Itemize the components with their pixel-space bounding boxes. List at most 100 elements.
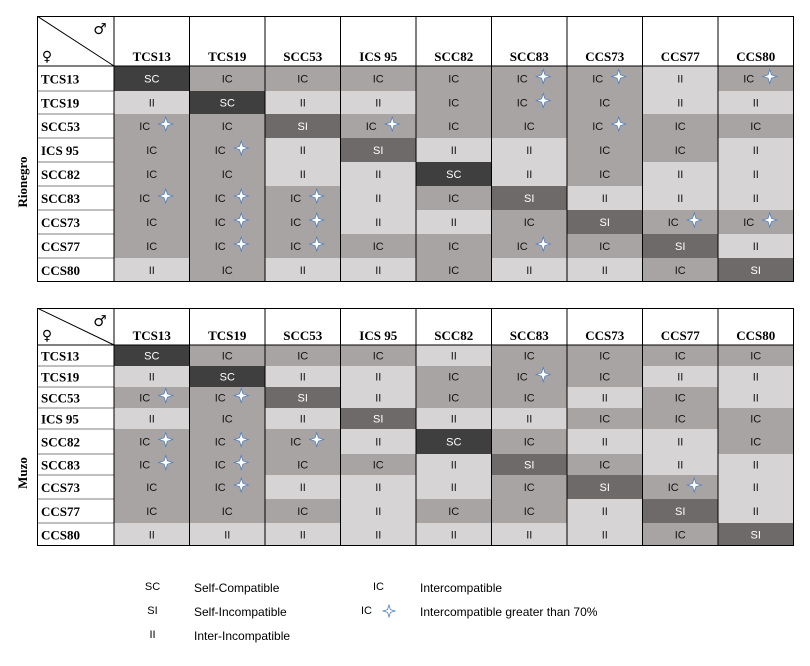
cell-value: IC [448,74,459,86]
cell-value: IC [675,530,686,542]
matrix-cell [718,66,794,91]
matrix-cell [416,138,492,162]
legend-code-ic-star: IC [361,605,372,617]
cell-value: IC [524,351,535,363]
matrix-cell [189,258,265,282]
matrix-cell [340,162,416,186]
matrix-cell [491,366,567,387]
cell-value: IC [297,74,308,86]
cell-value: II [753,145,759,157]
matrix-cell [416,234,492,258]
matrix-cell [189,408,265,429]
star-icon [534,68,552,85]
matrix-cell [340,408,416,429]
star-icon [308,187,326,205]
star-icon [232,211,250,229]
row-label-cell [37,387,114,408]
column-label: TCS19 [208,328,247,343]
matrix-cell [416,114,492,138]
matrix-cell [567,366,643,387]
cell-value: II [375,217,381,229]
cell-value: SI [373,145,383,157]
matrix-cell [416,523,492,546]
cell-value: IC [592,121,603,133]
matrix-cell [491,475,567,499]
matrix-cell [340,454,416,475]
matrix-cell [642,408,718,429]
row-label: ICS 95 [41,412,79,427]
cell-value: IC [222,414,233,426]
matrix-cell [114,345,190,366]
matrix-cell [416,499,492,523]
cell-value: IC [146,169,157,181]
matrix-cell [491,387,567,408]
matrix-cell [567,114,643,138]
cell-value: IC [750,351,761,363]
cell-value: IC [524,482,535,494]
cell-value: II [149,372,155,384]
matrix-cell [642,366,718,387]
matrix-cell [189,387,265,408]
column-label: CCS80 [736,328,775,343]
corner-diagonal [37,308,115,346]
cell-value: II [753,506,759,518]
matrix-cell [265,408,341,429]
matrix-cell [416,66,492,91]
matrix-cell [416,186,492,210]
cell-value: IC [139,437,150,449]
cell-value: IC [517,372,528,384]
matrix-cell [416,162,492,186]
row-label: ICS 95 [41,143,79,158]
matrix-cell [491,210,567,234]
cell-value: II [375,437,381,449]
star-icon [610,115,628,133]
matrix-cell [265,429,341,454]
row-label: CCS80 [41,528,80,543]
matrix-cell [491,234,567,258]
legend-swatch-sc: SC [114,576,191,598]
matrix-cell [265,66,341,91]
cell-value: II [677,193,683,205]
cell-value: SI [751,530,761,542]
matrix-cell [114,258,190,282]
cell-value: IC [222,351,233,363]
column-label: SCC53 [283,49,323,64]
legend-label-ii: Inter-Incompatible [194,629,291,643]
legend-code-ic: IC [373,581,384,593]
cell-value: II [300,530,306,542]
matrix-cell [718,345,794,366]
cell-value: IC [139,121,150,133]
legend-swatch-ic-star: IC [340,600,417,622]
star-icon [308,431,326,448]
matrix-cell [642,66,718,91]
legend-code-sc: SC [144,581,161,593]
matrix-cell [340,210,416,234]
matrix-cell [189,345,265,366]
column-label: SCC82 [434,49,473,64]
cell-value: II [602,506,608,518]
cell-value: II [149,530,155,542]
matrix-cell [642,499,718,523]
star-icon [383,115,401,133]
cell-value: IC [599,460,610,472]
matrix-cell [340,258,416,282]
star-icon [157,187,175,205]
star-icon [157,454,175,471]
cell-value: IC [599,98,610,110]
cell-value: IC [146,482,157,494]
cell-value: IC [297,460,308,472]
row-label: TCS19 [41,370,80,385]
cell-value: II [149,414,155,426]
star-icon [761,211,779,229]
cell-value: IC [599,241,610,253]
cell-value: IC [675,121,686,133]
matrix-cell [114,387,190,408]
row-label-cell [37,66,114,91]
cell-value: IC [448,193,459,205]
star-icon [308,211,326,229]
cell-value: IC [517,241,528,253]
cell-value: SI [751,265,761,277]
matrix-cell [567,210,643,234]
matrix-cell [189,91,265,114]
matrix-cell [718,499,794,523]
